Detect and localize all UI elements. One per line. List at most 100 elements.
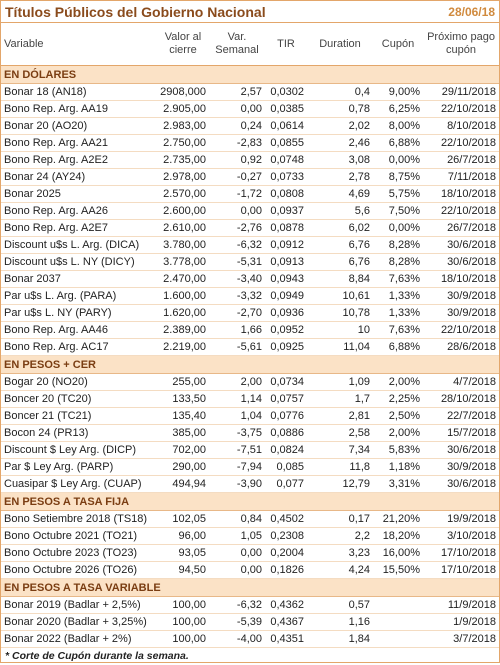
cell: -6,32 [209,236,265,254]
cell: 0,0878 [265,219,307,237]
cell: 3,23 [307,544,373,562]
cell: 100,00 [157,596,209,614]
cell: 0,0913 [265,253,307,271]
bond-name: Cuasipar $ Ley Arg. (CUAP) [1,475,157,493]
column-header: Variable [1,23,157,66]
cell: -3,75 [209,424,265,442]
cell: 2,00% [373,424,423,442]
cell: 385,00 [157,424,209,442]
bond-name: Bono Setiembre 2018 (TS18) [1,510,157,528]
cell: 28/6/2018 [423,338,499,356]
cell: 133,50 [157,390,209,408]
cell: 10,61 [307,287,373,305]
bond-name: Bono Rep. Arg. A2E2 [1,151,157,169]
cell: 2.750,00 [157,134,209,152]
cell: 100,00 [157,613,209,631]
cell: 0,077 [265,475,307,493]
cell: 10,78 [307,304,373,322]
section-row: EN PESOS A TASA VARIABLE [1,578,499,597]
cell: 2,46 [307,134,373,152]
bond-name: Par $ Ley Arg. (PARP) [1,458,157,476]
cell: 1,84 [307,630,373,648]
data-row: Bono Rep. Arg. AA21 2.750,00 -2,83 0,0855 2,… [1,134,499,152]
bond-name: Bonar 2037 [1,270,157,288]
data-row: Par $ Ley Arg. (PARP) 290,00 -7,94 0,085 11,… [1,458,499,476]
cell: 5,75% [373,185,423,203]
cell: 0,00 [209,544,265,562]
cell: 2,02 [307,117,373,135]
column-header: Duration [307,23,373,66]
bond-name: Bonar 20 (AO20) [1,117,157,135]
cell: 1/9/2018 [423,613,499,631]
column-header: Var. Semanal [209,23,265,66]
bond-name: Bono Rep. Arg. A2E7 [1,219,157,237]
data-row: Discount $ Ley Arg. (DICP) 702,00 -7,51 0,0… [1,441,499,459]
cell: 6,02 [307,219,373,237]
cell: 4,24 [307,561,373,579]
cell: 1,33% [373,304,423,322]
data-row: Bono Rep. Arg. AC17 2.219,00 -5,61 0,0925 11… [1,338,499,356]
cell: -1,72 [209,185,265,203]
data-row: Discount u$s L. NY (DICY) 3.778,00 -5,31 0,… [1,253,499,271]
cell: 12,79 [307,475,373,493]
section-title: EN PESOS A TASA VARIABLE [1,578,499,597]
cell: 0,0925 [265,338,307,356]
cell: -4,00 [209,630,265,648]
cell [373,613,423,631]
cell: 0,0912 [265,236,307,254]
bond-name: Bonar 2022 (Badlar + 2%) [1,630,157,648]
cell: -2,76 [209,219,265,237]
date: 28/06/18 [448,4,495,19]
data-row: Bonar 2019 (Badlar + 2,5%) 100,00 -6,32 0,4… [1,596,499,614]
cell: 2,50% [373,407,423,425]
cell: 26/7/2018 [423,219,499,237]
cell: 4,69 [307,185,373,203]
cell: 18/10/2018 [423,185,499,203]
bond-name: Discount u$s L. NY (DICY) [1,253,157,271]
cell: -2,83 [209,134,265,152]
cell: 1,33% [373,287,423,305]
cell: 30/6/2018 [423,475,499,493]
cell: -5,39 [209,613,265,631]
cell: 0,17 [307,510,373,528]
cell: 8,28% [373,253,423,271]
cell: 0,24 [209,117,265,135]
cell: 30/6/2018 [423,441,499,459]
cell: 16,00% [373,544,423,562]
cell: -0,27 [209,168,265,186]
cell: 22/7/2018 [423,407,499,425]
cell: 2,78 [307,168,373,186]
cell: 2908,000 [157,83,209,101]
data-row: Bogar 20 (NO20) 255,00 2,00 0,0734 1,09 2,00%… [1,373,499,391]
bond-name: Bono Rep. Arg. AA46 [1,321,157,339]
cell: 7,63% [373,270,423,288]
cell: 1,14 [209,390,265,408]
bond-name: Bono Rep. Arg. AA21 [1,134,157,152]
data-row: Cuasipar $ Ley Arg. (CUAP) 494,94 -3,90 0,0… [1,475,499,493]
cell: -3,90 [209,475,265,493]
cell: 1,66 [209,321,265,339]
section-row: EN PESOS A TASA FIJA [1,492,499,511]
cell: 2.905,00 [157,100,209,118]
cell: 15/7/2018 [423,424,499,442]
bond-name: Par u$s L. NY (PARY) [1,304,157,322]
cell: 2,25% [373,390,423,408]
cell: 6,88% [373,134,423,152]
data-row: Bono Rep. Arg. AA19 2.905,00 0,00 0,0385 0,7… [1,100,499,118]
cell: 96,00 [157,527,209,545]
cell: 0,0614 [265,117,307,135]
cell: 6,76 [307,253,373,271]
cell: -7,94 [209,458,265,476]
cell: 7/11/2018 [423,168,499,186]
bond-name: Bono Rep. Arg. AA19 [1,100,157,118]
cell: -5,61 [209,338,265,356]
cell: 17/10/2018 [423,544,499,562]
data-row: Bono Rep. Arg. AA26 2.600,00 0,00 0,0937 5,6… [1,202,499,220]
cell: 10 [307,321,373,339]
cell: 0,0937 [265,202,307,220]
bond-name: Bogar 20 (NO20) [1,373,157,391]
data-row: Boncer 20 (TC20) 133,50 1,14 0,0757 1,7 2,25%… [1,390,499,408]
table-body: EN DÓLARES Bonar 18 (AN18) 2908,000 2,57 0,0… [1,65,499,648]
